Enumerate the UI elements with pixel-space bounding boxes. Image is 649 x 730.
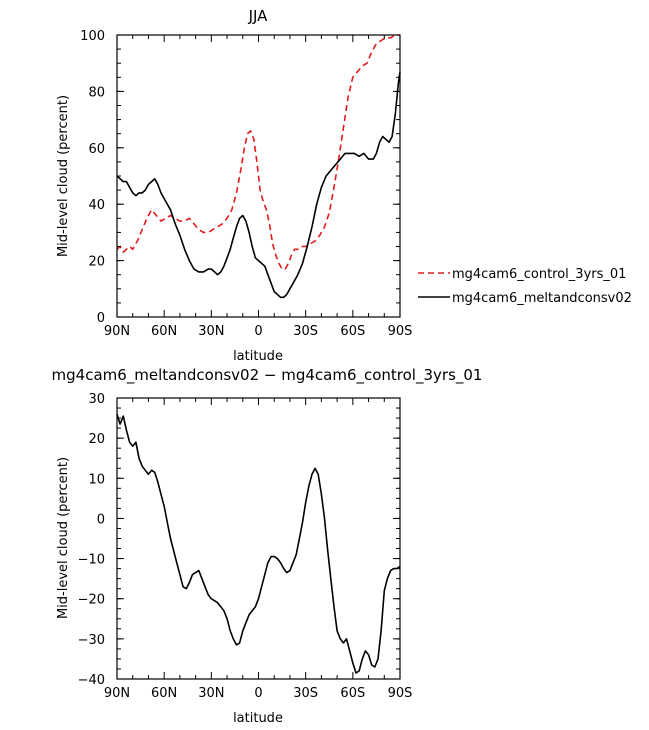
x-tick-label: 90N — [104, 686, 130, 701]
y-tick-label: −20 — [78, 593, 105, 608]
y-tick-label: 0 — [97, 512, 105, 527]
x-tick-label: 0 — [254, 324, 262, 339]
bottom-chart-ylabel: Mid-level cloud (percent) — [56, 457, 71, 619]
legend-label-meltandconsv: mg4cam6_meltandconsv02 — [452, 291, 632, 306]
bottom-chart: mg4cam6_meltandconsv02 − mg4cam6_control… — [52, 366, 483, 726]
top-chart-ylabel: Mid-level cloud (percent) — [56, 95, 71, 257]
x-tick-label: 30N — [198, 686, 224, 701]
x-tick-label: 60S — [340, 324, 365, 339]
bottom-chart-xlabel: latitude — [233, 711, 283, 726]
y-tick-label: 0 — [97, 311, 105, 326]
legend-label-control: mg4cam6_control_3yrs_01 — [452, 267, 626, 282]
y-tick-label: −40 — [78, 673, 105, 688]
y-tick-label: 80 — [88, 85, 105, 100]
series-line-1 — [116, 71, 401, 299]
top-chart-title: JJA — [248, 7, 269, 25]
series-line-0 — [116, 34, 400, 270]
y-tick-label: 10 — [88, 472, 105, 487]
x-tick-label: 30S — [293, 686, 318, 701]
x-tick-label: 60S — [340, 686, 365, 701]
y-tick-label: 30 — [88, 392, 105, 407]
x-tick-label: 30N — [198, 324, 224, 339]
bottom-chart-frame — [116, 397, 401, 680]
y-tick-label: 40 — [88, 198, 105, 213]
x-tick-label: 30S — [293, 324, 318, 339]
x-tick-label: 60N — [151, 686, 177, 701]
y-tick-label: −10 — [78, 553, 105, 568]
x-tick-label: 0 — [254, 686, 262, 701]
bottom-chart-title: mg4cam6_meltandconsv02 − mg4cam6_control… — [52, 366, 483, 385]
top-chart-xlabel: latitude — [233, 349, 283, 364]
top-chart: JJA 90N 60N 30N 0 30S 60S 90S 0 20 40 60 80 100 lat… — [56, 7, 632, 364]
y-tick-label: 20 — [88, 255, 105, 270]
x-tick-label: 90S — [388, 686, 413, 701]
series-line-0 — [116, 413, 401, 674]
y-tick-label: −30 — [78, 633, 105, 648]
legend: mg4cam6_control_3yrs_01 mg4cam6_meltandc… — [418, 267, 632, 306]
y-tick-label: 60 — [88, 142, 105, 157]
y-tick-label: 20 — [88, 432, 105, 447]
x-tick-label: 90N — [104, 324, 130, 339]
y-tick-label: 100 — [80, 29, 105, 44]
x-tick-label: 60N — [151, 324, 177, 339]
x-tick-label: 90S — [388, 324, 413, 339]
